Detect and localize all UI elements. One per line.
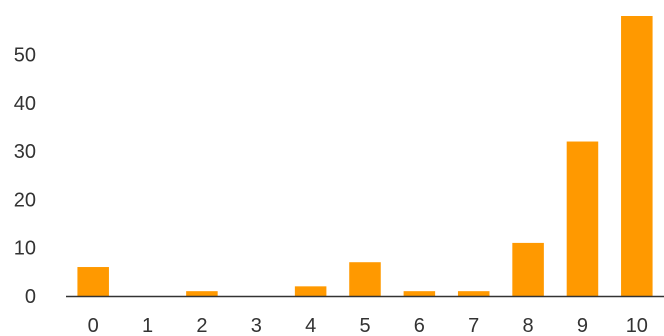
bar-5 — [349, 262, 381, 296]
bar-4 — [294, 286, 327, 296]
x-tick-label: 6 — [414, 315, 425, 336]
y-axis-tick-labels: 0 10 20 30 40 50 — [14, 45, 36, 308]
x-tick-label: 7 — [468, 315, 479, 336]
y-tick-label: 0 — [25, 286, 36, 308]
y-tick-label: 30 — [14, 141, 36, 163]
y-tick-label: 10 — [14, 238, 36, 260]
bars — [77, 16, 653, 296]
bar-10 — [621, 16, 653, 296]
y-tick-label: 40 — [14, 93, 36, 115]
bar-0 — [77, 267, 109, 296]
bar-8 — [512, 242, 544, 296]
x-tick-label: 5 — [359, 315, 370, 336]
x-tick-label: 0 — [88, 315, 99, 336]
x-tick-label: 3 — [251, 315, 262, 336]
x-tick-label: 10 — [626, 315, 648, 336]
x-axis-tick-labels: 0 1 2 3 4 5 6 7 8 9 10 — [88, 315, 648, 336]
y-tick-label: 50 — [14, 45, 36, 67]
x-tick-label: 1 — [142, 315, 153, 336]
x-tick-label: 8 — [523, 315, 534, 336]
x-tick-label: 2 — [196, 315, 207, 336]
x-tick-label: 4 — [305, 315, 316, 336]
bar-9 — [566, 141, 599, 296]
bar-7 — [457, 291, 490, 296]
bar-2 — [186, 291, 218, 296]
y-tick-label: 20 — [14, 189, 36, 211]
x-tick-label: 9 — [577, 315, 588, 336]
bar-6 — [403, 291, 436, 296]
